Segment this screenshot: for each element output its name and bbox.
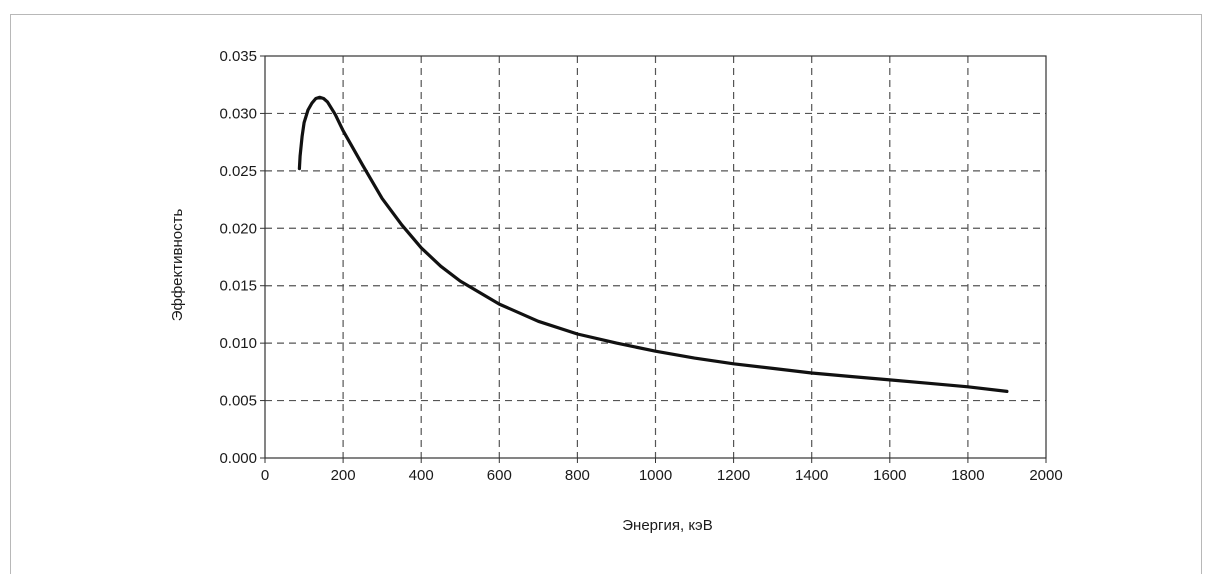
y-tick-label: 0.005 bbox=[219, 393, 257, 410]
y-tick-label: 0.025 bbox=[219, 163, 257, 180]
series-layer bbox=[297, 95, 1009, 393]
x-tick-label: 2000 bbox=[1029, 467, 1062, 484]
y-tick-label: 0.030 bbox=[219, 105, 257, 122]
y-axis-title: Эффективность bbox=[169, 209, 186, 322]
y-tick-label: 0.015 bbox=[219, 278, 257, 295]
x-tick-label: 0 bbox=[261, 467, 269, 484]
x-tick-label: 600 bbox=[487, 467, 512, 484]
tick-labels: 0 200 400 600 800 1000 1200 1400 1600 1800 2000 0.0… bbox=[219, 48, 1062, 484]
x-tick-label: 1800 bbox=[951, 467, 984, 484]
x-tick-label: 200 bbox=[331, 467, 356, 484]
x-tick-label: 1200 bbox=[717, 467, 750, 484]
y-tick-label: 0.035 bbox=[219, 48, 257, 65]
y-tick-label: 0.020 bbox=[219, 220, 257, 237]
x-tick-label: 800 bbox=[565, 467, 590, 484]
tick-marks bbox=[260, 55, 1047, 463]
efficiency-chart: 0 200 400 600 800 1000 1200 1400 1600 1800 2000 0.0… bbox=[169, 48, 1063, 534]
x-tick-label: 400 bbox=[409, 467, 434, 484]
x-tick-label: 1000 bbox=[639, 467, 672, 484]
x-tick-label: 1400 bbox=[795, 467, 828, 484]
grid bbox=[265, 56, 1046, 458]
x-axis-title: Энергия, кэВ bbox=[622, 517, 712, 534]
x-tick-label: 1600 bbox=[873, 467, 906, 484]
y-tick-label: 0.010 bbox=[219, 335, 257, 352]
efficiency-curve bbox=[297, 95, 1009, 393]
chart-frame bbox=[10, 14, 1202, 574]
y-tick-label: 0.000 bbox=[219, 450, 257, 467]
